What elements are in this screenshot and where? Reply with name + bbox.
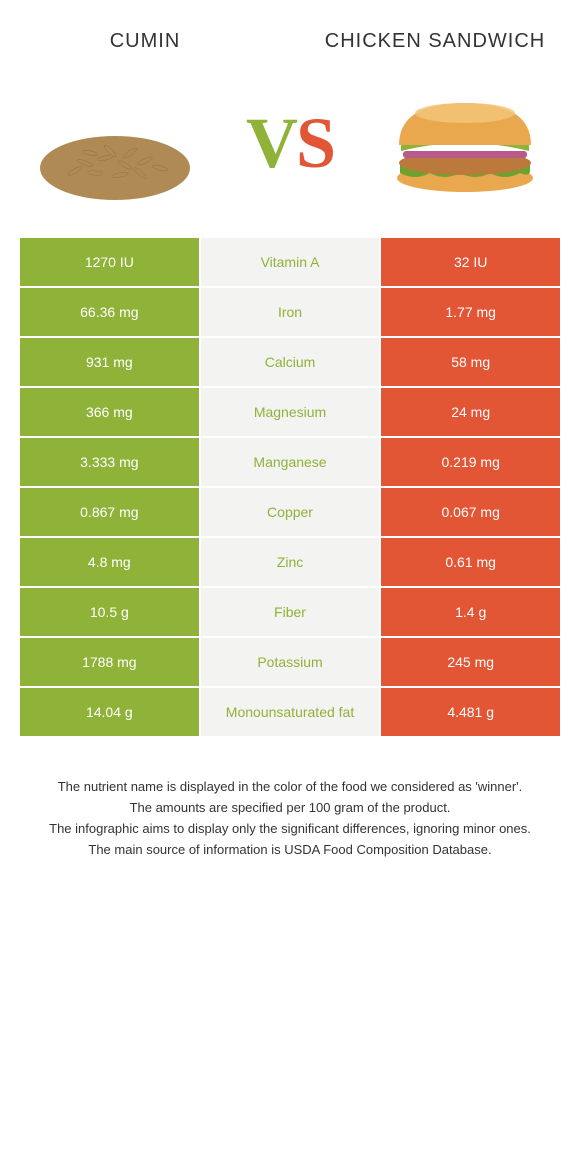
nutrient-label: Copper bbox=[201, 488, 382, 538]
table-row: 1270 IUVitamin A32 IU bbox=[20, 238, 560, 288]
right-value: 32 IU bbox=[381, 238, 560, 288]
left-food-title: CUMIN bbox=[0, 30, 290, 53]
footer-notes: The nutrient name is displayed in the co… bbox=[0, 738, 580, 859]
nutrient-label: Iron bbox=[201, 288, 382, 338]
left-value: 0.867 mg bbox=[20, 488, 201, 538]
vs-label: VS bbox=[246, 102, 334, 185]
table-row: 10.5 gFiber1.4 g bbox=[20, 588, 560, 638]
right-value: 0.61 mg bbox=[381, 538, 560, 588]
right-value: 0.219 mg bbox=[381, 438, 560, 488]
footer-line-2: The amounts are specified per 100 gram o… bbox=[30, 799, 550, 818]
nutrient-label: Monounsaturated fat bbox=[201, 688, 382, 738]
right-value: 58 mg bbox=[381, 338, 560, 388]
table-row: 0.867 mgCopper0.067 mg bbox=[20, 488, 560, 538]
nutrient-label: Calcium bbox=[201, 338, 382, 388]
vs-v: V bbox=[246, 103, 296, 183]
right-value: 24 mg bbox=[381, 388, 560, 438]
left-value: 366 mg bbox=[20, 388, 201, 438]
footer-line-3: The infographic aims to display only the… bbox=[30, 820, 550, 839]
vs-s: S bbox=[296, 103, 334, 183]
chicken-sandwich-image bbox=[375, 73, 555, 213]
right-value: 1.77 mg bbox=[381, 288, 560, 338]
nutrient-label: Vitamin A bbox=[201, 238, 382, 288]
table-row: 3.333 mgManganese0.219 mg bbox=[20, 438, 560, 488]
images-row: VS bbox=[0, 63, 580, 238]
nutrient-label: Fiber bbox=[201, 588, 382, 638]
nutrient-table: 1270 IUVitamin A32 IU66.36 mgIron1.77 mg… bbox=[20, 238, 560, 738]
nutrient-label: Zinc bbox=[201, 538, 382, 588]
table-row: 4.8 mgZinc0.61 mg bbox=[20, 538, 560, 588]
cumin-icon bbox=[25, 73, 205, 213]
left-value: 3.333 mg bbox=[20, 438, 201, 488]
table-row: 14.04 gMonounsaturated fat4.481 g bbox=[20, 688, 560, 738]
right-value: 0.067 mg bbox=[381, 488, 560, 538]
right-value: 1.4 g bbox=[381, 588, 560, 638]
left-value: 1788 mg bbox=[20, 638, 201, 688]
footer-line-4: The main source of information is USDA F… bbox=[30, 841, 550, 860]
left-value: 1270 IU bbox=[20, 238, 201, 288]
left-value: 10.5 g bbox=[20, 588, 201, 638]
right-value: 4.481 g bbox=[381, 688, 560, 738]
table-row: 931 mgCalcium58 mg bbox=[20, 338, 560, 388]
nutrient-label: Manganese bbox=[201, 438, 382, 488]
table-row: 366 mgMagnesium24 mg bbox=[20, 388, 560, 438]
left-value: 14.04 g bbox=[20, 688, 201, 738]
cumin-image bbox=[25, 73, 205, 213]
footer-line-1: The nutrient name is displayed in the co… bbox=[30, 778, 550, 797]
left-value: 66.36 mg bbox=[20, 288, 201, 338]
left-value: 4.8 mg bbox=[20, 538, 201, 588]
left-value: 931 mg bbox=[20, 338, 201, 388]
table-row: 66.36 mgIron1.77 mg bbox=[20, 288, 560, 338]
right-food-title: CHICKEN SANDWICH bbox=[290, 30, 580, 53]
table-row: 1788 mgPotassium245 mg bbox=[20, 638, 560, 688]
right-value: 245 mg bbox=[381, 638, 560, 688]
header-row: CUMIN CHICKEN SANDWICH bbox=[0, 0, 580, 63]
nutrient-label: Magnesium bbox=[201, 388, 382, 438]
nutrient-label: Potassium bbox=[201, 638, 382, 688]
sandwich-icon bbox=[375, 73, 555, 213]
